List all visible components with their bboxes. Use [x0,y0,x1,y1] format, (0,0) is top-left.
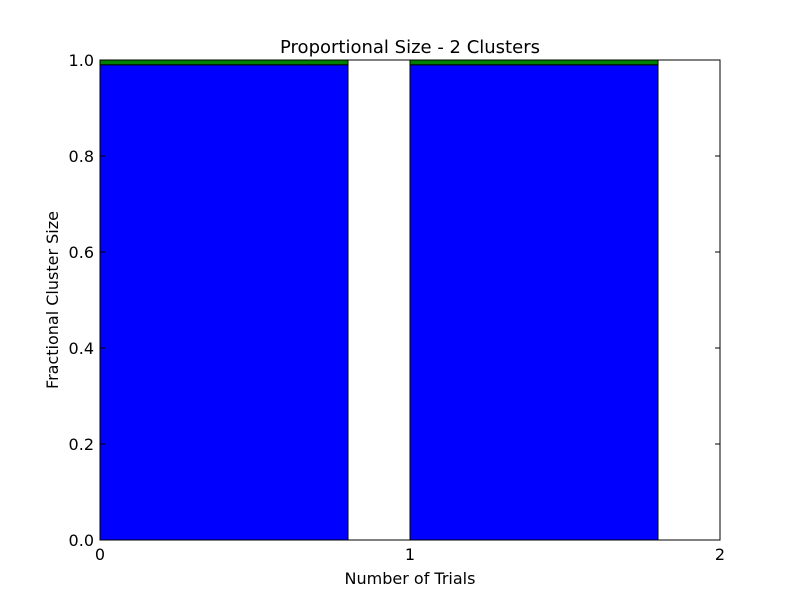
bar-series-0-x-1 [409,64,659,541]
plot-frame [99,59,721,541]
chart-title: Proportional Size - 2 Clusters [280,37,540,58]
y-tick-label: 0.2 [69,435,94,454]
y-tick-label: 0.4 [69,339,94,358]
x-axis-label: Number of Trials [345,569,476,588]
x-tick-label: 0 [95,545,105,564]
bar-series-0-x-0 [99,64,349,541]
y-tick-label: 1.0 [69,51,94,70]
bar-series-1-x-0 [99,59,349,66]
x-tick-label: 1 [405,545,415,564]
bars-group [99,59,659,541]
y-axis-label: Fractional Cluster Size [43,211,62,389]
y-tick-label: 0.8 [69,147,94,166]
bar-series-1-x-1 [409,59,659,66]
y-tick-label: 0.0 [69,531,94,550]
y-tick-label: 0.6 [69,243,94,262]
x-tick-label: 2 [715,545,725,564]
